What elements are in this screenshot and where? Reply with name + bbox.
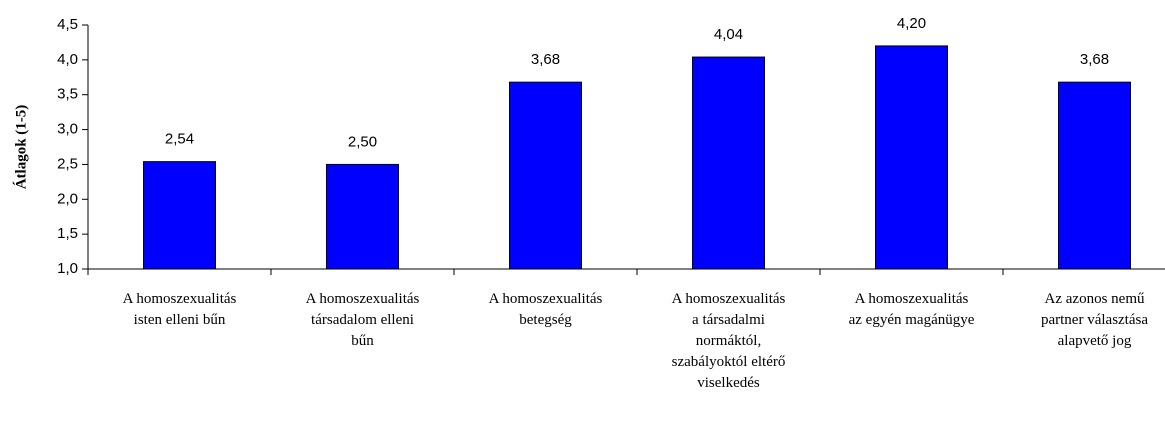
y-tick-label: 2,0 bbox=[57, 190, 78, 207]
bar bbox=[509, 81, 582, 270]
y-tick-label: 3,5 bbox=[57, 86, 78, 103]
x-tick-label: Az azonos nemű partner választása alapvető… bbox=[1041, 291, 1148, 349]
data-label: 2,54 bbox=[165, 131, 194, 148]
x-tick-label: A homoszexualitás az egyén magánügye bbox=[849, 291, 975, 328]
data-label: 4,04 bbox=[714, 26, 743, 43]
y-tick-label: 1,5 bbox=[57, 225, 78, 242]
bar bbox=[326, 163, 399, 270]
bar bbox=[143, 161, 216, 270]
y-tick-label: 3,0 bbox=[57, 121, 78, 138]
y-tick-label: 4,0 bbox=[57, 51, 78, 68]
y-axis-label: Átlagok (1-5) bbox=[12, 105, 29, 190]
bar bbox=[692, 56, 765, 270]
y-tick-label: 1,0 bbox=[57, 260, 78, 277]
x-tick-label: A homoszexualitás isten elleni bűn bbox=[123, 291, 237, 328]
x-tick-label: A homoszexualitás betegség bbox=[489, 291, 603, 328]
bar bbox=[875, 45, 948, 270]
data-label: 3,68 bbox=[531, 51, 560, 68]
y-tick-label: 4,5 bbox=[57, 16, 78, 33]
bar bbox=[1058, 81, 1131, 270]
data-label: 2,50 bbox=[348, 133, 377, 150]
x-tick-label: A homoszexualitás társadalom elleni bűn bbox=[306, 291, 420, 349]
data-label: 4,20 bbox=[897, 15, 926, 32]
y-tick-label: 2,5 bbox=[57, 155, 78, 172]
data-label: 3,68 bbox=[1080, 51, 1109, 68]
x-tick-label: A homoszexualitás a társadalmi normáktól, s… bbox=[672, 291, 786, 391]
